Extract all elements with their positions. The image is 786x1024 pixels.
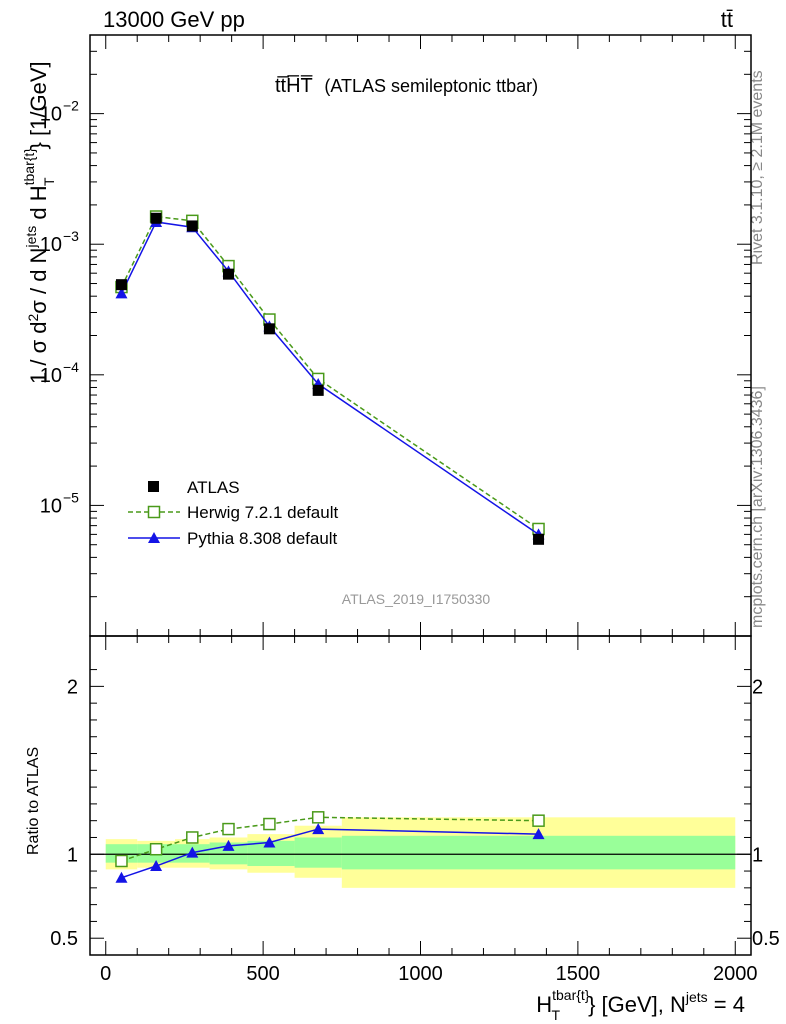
atlas-point [533, 533, 545, 545]
main-axes: 10−510−410−310−2 [40, 34, 751, 637]
ratio-y-tick-label: 2 [67, 676, 78, 698]
ratio-y-tick-label: 1 [67, 844, 78, 866]
main-y-tick-label: 10 [40, 495, 62, 517]
band-inner-5 [294, 837, 342, 868]
ratio-herwig-point [186, 831, 199, 844]
ratio-herwig-point [311, 811, 325, 824]
legend-marker-atlas [148, 481, 159, 492]
main-y-tick-exponent: −3 [63, 228, 79, 244]
pythia-line [120, 221, 539, 535]
main-y-axis-label: 1 / σ d2σ / d Njets d Htbar{t} T} [1/GeV] [21, 61, 57, 384]
ratio-series [115, 811, 545, 883]
analysis-id: ATLAS_2019_I1750330 [342, 591, 491, 607]
main-y-tick-exponent: −2 [63, 98, 79, 114]
ratio-herwig-point [149, 842, 163, 856]
band-inner-6 [341, 835, 736, 870]
mcplots-label: mcplots.cern.ch [arXiv:1306.3436] [749, 386, 766, 628]
main-y-tick-exponent: −5 [63, 489, 79, 505]
ratio-y-tick-label-right: 2 [752, 676, 763, 698]
main-y-tick-label: 10 [40, 104, 62, 126]
legend: ATLAS Herwig 7.2.1 default Pythia 8.308 … [128, 478, 338, 548]
herwig-line [120, 215, 539, 530]
process-label: tt̄ [721, 7, 733, 32]
x-tick-label: 0 [100, 963, 111, 985]
legend-label-pythia: Pythia 8.308 default [187, 529, 338, 548]
x-tick-label: 2000 [713, 963, 758, 985]
ratio-herwig-point [263, 817, 276, 831]
ratio-pythia-point [532, 828, 545, 840]
legend-marker-pythia [148, 532, 160, 543]
legend-label-atlas: ATLAS [187, 478, 240, 497]
ratio-herwig-point [222, 822, 235, 836]
atlas-point [186, 220, 198, 232]
ratio-y-tick-label-right: 0.5 [752, 928, 780, 950]
atlas-point [150, 212, 162, 224]
ratio-axes: 0 500 1000 1500 2000 0.5 0.5 1 1 2 2 [50, 636, 780, 985]
atlas-point [263, 323, 275, 335]
x-tick-label: 1500 [556, 963, 601, 985]
main-series [115, 210, 545, 545]
plot-title-sub: (ATLAS semileptonic ttbar) [324, 76, 538, 96]
ratio-pythia-point [222, 839, 235, 851]
legend-marker-herwig [147, 505, 161, 519]
ratio-y-tick-label: 0.5 [50, 928, 78, 950]
atlas-point [222, 268, 234, 280]
ratio-herwig-point [115, 854, 128, 868]
x-axis-label: Htbar{t} T} [GeV], Njets = 4 [536, 987, 745, 1023]
ratio-pythia-point [263, 836, 276, 848]
atlas-point [312, 384, 324, 396]
ratio-panel-frame [89, 635, 752, 956]
ratio-y-tick-label-right: 1 [752, 844, 763, 866]
ratio-pythia-point [150, 860, 163, 872]
main-y-tick-exponent: −4 [63, 359, 79, 375]
rivet-label: Rivet 3.1.10, ≥ 2.1M events [749, 70, 766, 265]
x-tick-label: 1000 [398, 963, 443, 985]
ratio-pythia-point [312, 823, 325, 835]
ratio-pythia-point [115, 871, 128, 883]
ratio-pythia-point [186, 846, 199, 858]
pythia-point [115, 287, 128, 299]
main-y-tick-label: 10 [40, 234, 62, 256]
energy-label: 13000 GeV pp [103, 7, 245, 32]
ratio-uncertainty-bands [105, 817, 736, 888]
atlas-point [115, 279, 127, 291]
ratio-herwig-point [532, 814, 545, 827]
plot-title-main: tt̅H̅T̅ [275, 74, 313, 97]
x-tick-label: 500 [246, 963, 279, 985]
ratio-y-axis-label: Ratio to ATLAS [25, 747, 42, 855]
legend-label-herwig: Herwig 7.2.1 default [187, 503, 338, 522]
main-y-tick-label: 10 [40, 365, 62, 387]
plot-title: tt̅H̅T̅ (ATLAS semileptonic ttbar) [275, 74, 538, 97]
